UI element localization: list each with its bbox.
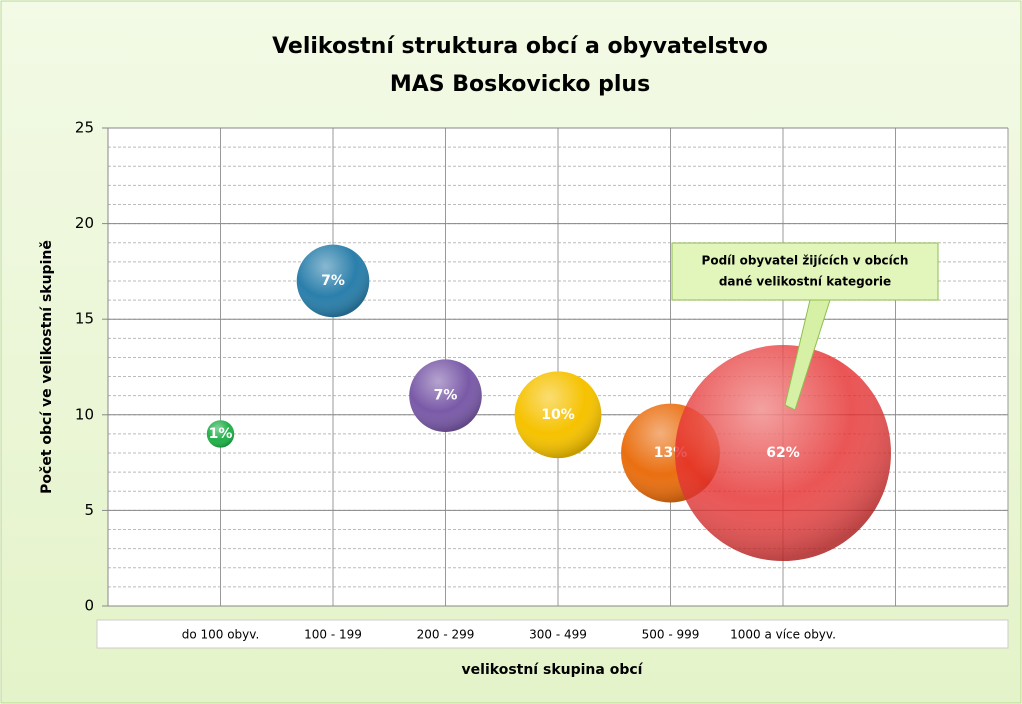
x-tick-label: 1000 a více obyv.	[730, 628, 836, 642]
chart-title: Velikostní struktura obcí a obyvatelstvo	[272, 34, 768, 59]
y-tick-label: 0	[84, 597, 94, 615]
chart-subtitle: MAS Boskovicko plus	[390, 72, 650, 97]
y-tick-label: 20	[75, 214, 94, 232]
x-label-band	[96, 619, 1009, 649]
x-tick-label: 300 - 499	[529, 628, 587, 642]
x-tick-label: 200 - 299	[417, 628, 475, 642]
data-label: 1%	[209, 426, 233, 442]
callout: Podíl obyvatel žijících v obcích dané ve…	[671, 242, 939, 411]
callout-box	[671, 242, 939, 301]
x-tick-label: do 100 obyv.	[182, 628, 260, 642]
y-tick-label: 10	[75, 405, 94, 423]
y-tick-label: 5	[84, 501, 94, 519]
y-tick-label: 15	[75, 310, 94, 328]
data-label: 7%	[434, 388, 458, 404]
bubble-shine	[409, 359, 482, 432]
data-label: 10%	[541, 407, 575, 423]
bubble-shine	[296, 244, 370, 318]
bubble-shine	[675, 345, 891, 562]
data-label: 7%	[321, 273, 345, 289]
x-tick-label: 500 - 999	[642, 628, 700, 642]
x-tick-label: 100 - 199	[304, 628, 362, 642]
bubble-shine	[514, 371, 602, 459]
callout-text: Podíl obyvatel žijících v obcích	[702, 254, 909, 268]
data-label: 62%	[766, 445, 800, 461]
x-axis-label: velikostní skupina obcí	[462, 662, 644, 678]
callout-text: dané velikostní kategorie	[719, 275, 891, 289]
bubble-shine	[206, 420, 235, 448]
y-axis-label: Počet obcí ve velikostní skupině	[39, 240, 55, 494]
y-tick-label: 25	[75, 119, 94, 137]
